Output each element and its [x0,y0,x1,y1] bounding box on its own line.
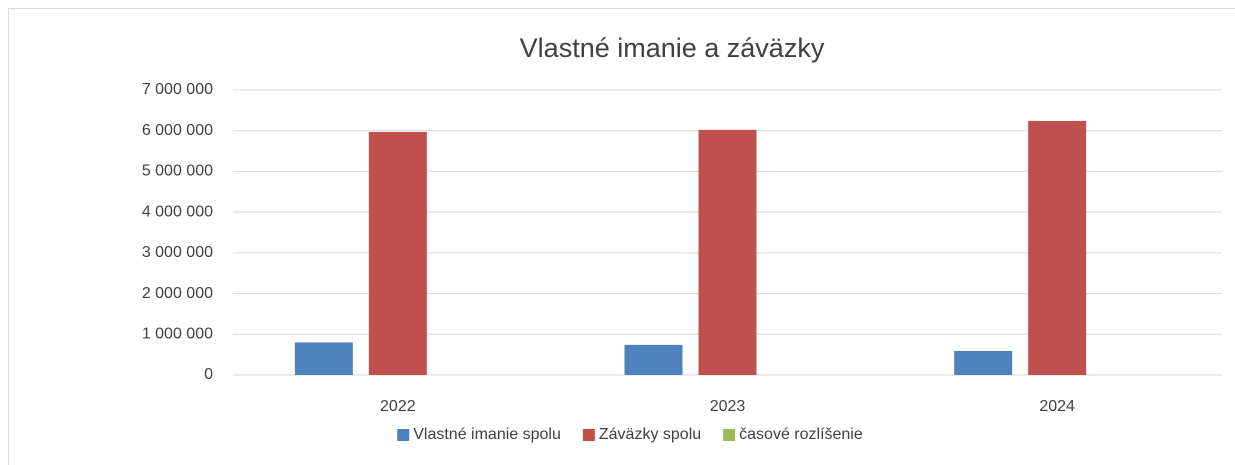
y-tick-label: 0 [204,366,213,383]
y-tick-label: 4 000 000 [142,203,213,220]
chart-frame [8,8,1235,465]
legend-label: Vlastné imanie spolu [413,426,561,443]
y-tick-label: 6 000 000 [142,122,213,139]
y-tick-label: 7 000 000 [142,81,213,98]
legend-swatch [397,429,410,441]
chart-title: Vlastné imanie a záväzky [520,33,825,63]
legend-swatch [582,429,595,441]
bar [294,342,353,375]
x-tick-label: 2024 [1039,398,1075,415]
y-tick-label: 2 000 000 [142,285,213,302]
legend-label: Záväzky spolu [599,426,701,443]
bar [1028,120,1087,375]
y-tick-label: 3 000 000 [142,244,213,261]
y-tick-label: 1 000 000 [142,326,213,343]
x-tick-label: 2022 [380,398,416,415]
bar [624,344,683,375]
x-tick-label: 2023 [710,398,746,415]
legend-label: časové rozlíšenie [739,426,863,443]
legend-swatch [723,429,736,441]
bar [954,350,1013,375]
bar [698,129,757,375]
bar [368,131,427,375]
y-tick-label: 5 000 000 [142,163,213,180]
